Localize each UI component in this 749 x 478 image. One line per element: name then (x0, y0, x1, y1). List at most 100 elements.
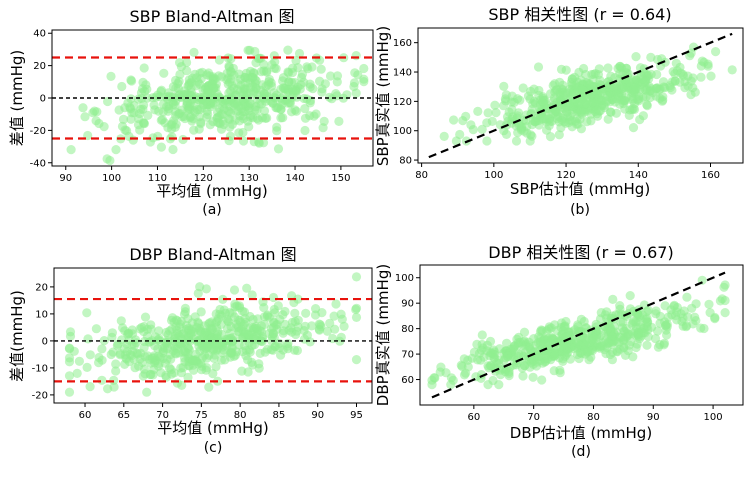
panel-c-point (254, 363, 264, 373)
panel-c-point (158, 348, 168, 358)
panel-b-point (555, 77, 565, 87)
panel-a-point (244, 122, 254, 132)
panel-b-title: SBP 相关性图 (r = 0.64) (488, 5, 671, 24)
panel-d-point (459, 370, 470, 380)
panel-c-point (351, 312, 362, 322)
panel-a-point (168, 97, 178, 107)
panel-d-point (574, 353, 584, 364)
panel-d-points (427, 275, 730, 390)
panel-c-point (213, 327, 223, 337)
panel-d-frame (419, 264, 744, 406)
panel-b-point (539, 114, 550, 124)
panel-c-point (290, 308, 300, 318)
panel-b-point (576, 106, 586, 116)
panel-c-point (293, 322, 303, 332)
panel-a-point (300, 113, 311, 123)
panel-b-point (525, 94, 535, 104)
panel-b-point (711, 47, 721, 57)
panel-a-point (122, 126, 132, 136)
panel-c-point (230, 302, 240, 312)
panel-a-ytick-label: 0 (40, 94, 46, 105)
panel-b-ytick-label: 160 (393, 38, 412, 49)
panel-a-point (189, 125, 199, 135)
panel-a-point (189, 47, 199, 58)
panel-d-point (482, 340, 492, 350)
panel-c-point (154, 358, 164, 369)
panel-a-point (296, 80, 306, 90)
panel-c-point (218, 348, 228, 358)
panel-c-point (130, 335, 141, 345)
panel-d-xtick-label: 70 (527, 412, 540, 423)
panel-b-point (696, 72, 706, 82)
panel-a-point (332, 77, 342, 87)
panel-d-point (653, 326, 663, 336)
panel-c-point (176, 339, 186, 350)
panel-b-point (551, 107, 562, 117)
panel-a-point (209, 84, 219, 94)
panel-d-point (678, 321, 688, 331)
panel-c-xtick-label: 85 (273, 410, 286, 421)
panel-a-point (151, 92, 161, 102)
panel-b-point (547, 116, 557, 126)
panel-d-point (608, 294, 618, 304)
panel-c-point (91, 324, 101, 334)
panel-b-ytick-label: 120 (393, 97, 412, 108)
panel-d-point (643, 325, 653, 335)
panel-a-point (351, 51, 361, 61)
panel-c-point (183, 372, 193, 382)
panel-d-point (544, 324, 554, 334)
panel-c-point (243, 330, 253, 340)
panel-b-point (561, 65, 571, 75)
panel-c-point (322, 326, 332, 336)
panel-a-point (149, 100, 159, 110)
panel-d-point (704, 299, 714, 309)
panel-c-xtick-label: 70 (156, 410, 169, 421)
panel-d-point (655, 318, 665, 328)
panel-a-point (272, 126, 282, 136)
panel-c-point (278, 328, 288, 338)
panel-a-point (118, 114, 129, 124)
panel-a: SBP Bland-Altman 图 平均值 (mmHg) (a) 差值 (mm… (8, 7, 374, 218)
panel-b-point (499, 81, 509, 91)
panel-b-xtick-label: 80 (415, 170, 428, 181)
panel-a-point (311, 109, 321, 119)
panel-d-point (632, 309, 642, 319)
panel-c-point (85, 382, 95, 392)
panel-c-point (163, 330, 173, 340)
panel-a-point (145, 137, 155, 147)
panel-b-point (439, 131, 449, 141)
panel-b-ytick-label: 80 (399, 156, 412, 167)
panel-a-point (117, 81, 127, 92)
panel-c-point (329, 311, 339, 321)
panel-a-point (103, 96, 113, 107)
panel-b-point (624, 110, 634, 120)
panel-c-point (262, 311, 272, 321)
panel-c-point (331, 299, 341, 309)
panel-a-point (114, 105, 124, 115)
panel-b: SBP 相关性图 (r = 0.64) SBP估计值 (mmHg) (b) SB… (374, 5, 744, 218)
panel-b-point (526, 86, 536, 96)
panel-c-point (144, 337, 154, 347)
panel-a-point (300, 104, 310, 114)
panel-c-point (183, 323, 193, 333)
panel-a-point (269, 51, 279, 61)
panel-a-point (242, 73, 252, 83)
panel-c-ytick-label: 10 (35, 309, 48, 320)
panel-d-identity-line (431, 271, 726, 399)
panel-b-xlabel: SBP估计值 (mmHg) (510, 180, 650, 198)
panel-c-point (137, 322, 147, 333)
panel-c-point (124, 356, 134, 367)
panel-b-ytick-label: 100 (393, 126, 412, 137)
panel-a-point (236, 104, 246, 114)
panel-d-point (502, 351, 512, 361)
panel-c-point (247, 290, 257, 300)
panel-b-point (545, 132, 556, 142)
panel-b-point (609, 82, 619, 92)
panel-b-point (675, 62, 685, 72)
panel-a-point (175, 108, 185, 118)
panel-a-point (196, 119, 206, 129)
panel-d-xlabel: DBP估计值 (mmHg) (510, 424, 652, 442)
panel-a-point (195, 104, 205, 115)
panel-b-xtick-label: 100 (484, 170, 503, 181)
